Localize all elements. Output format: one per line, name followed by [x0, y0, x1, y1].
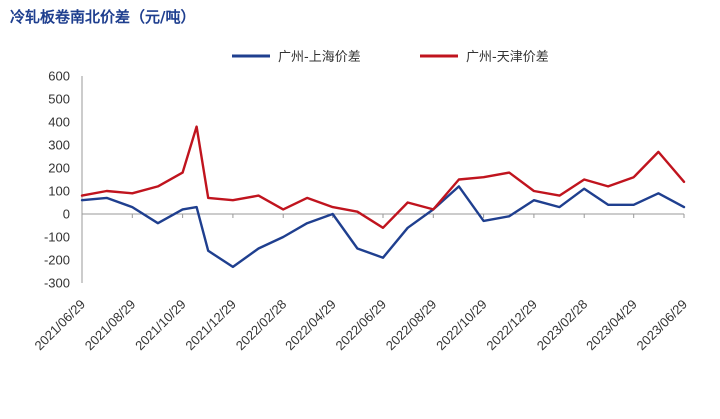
data-point: [432, 208, 435, 211]
data-point: [533, 190, 535, 192]
data-point: [508, 215, 511, 218]
data-point: [195, 125, 198, 128]
y-tick-label: 200: [48, 161, 70, 176]
legend-label: 广州-天津价差: [466, 50, 549, 65]
x-tick-label: 2023/04/29: [583, 297, 640, 354]
series-line-guangzhou-shanghai: [80, 185, 686, 269]
data-point: [458, 178, 460, 181]
x-tick-label: 2022/02/28: [233, 297, 290, 354]
data-point: [583, 187, 585, 190]
data-point: [683, 206, 685, 208]
data-point: [356, 247, 359, 250]
data-point: [207, 250, 209, 252]
data-point: [632, 176, 635, 178]
data-point: [533, 199, 535, 201]
data-point: [382, 256, 384, 259]
x-tick-label: 2021/12/29: [182, 297, 239, 354]
data-point: [181, 208, 184, 211]
y-tick-label: 400: [48, 115, 70, 130]
data-point: [105, 197, 108, 199]
data-point: [382, 227, 384, 229]
x-tick-label: 2022/04/29: [282, 297, 339, 354]
data-point: [81, 194, 83, 197]
data-point: [508, 171, 511, 174]
data-point: [282, 236, 285, 238]
data-point: [458, 185, 460, 188]
data-point: [406, 201, 409, 204]
y-tick-label: 500: [48, 92, 70, 107]
data-point: [482, 176, 485, 178]
y-tick-label: -300: [44, 276, 70, 291]
data-point: [331, 213, 334, 215]
data-point: [181, 171, 184, 174]
data-point: [657, 192, 660, 195]
data-point: [232, 266, 234, 268]
data-point: [482, 220, 485, 222]
data-point: [157, 185, 159, 188]
data-point: [131, 206, 134, 208]
legend-label: 广州-上海价差: [278, 50, 361, 65]
data-point: [207, 197, 209, 199]
x-tick-label: 2023/06/29: [633, 297, 690, 354]
x-tick-label: 2022/06/29: [332, 297, 389, 354]
data-point: [657, 151, 660, 153]
x-tick-label: 2022/08/29: [383, 297, 440, 354]
data-point: [632, 204, 635, 206]
x-tick-label: 2022/10/29: [433, 297, 490, 354]
data-point: [282, 208, 285, 211]
data-point: [232, 199, 234, 201]
y-tick-label: 300: [48, 138, 70, 153]
data-point: [257, 194, 260, 197]
y-tick-label: 600: [48, 69, 70, 84]
data-point: [558, 194, 561, 197]
y-tick-label: -200: [44, 253, 70, 268]
data-point: [157, 222, 159, 224]
data-point: [306, 197, 308, 199]
data-point: [306, 222, 308, 224]
y-tick-label: 0: [63, 207, 70, 222]
x-tick-label: 2021/06/29: [31, 297, 88, 354]
data-point: [131, 192, 134, 195]
data-point: [356, 210, 359, 213]
data-point: [558, 206, 561, 208]
series-line-guangzhou-tianjin: [80, 125, 686, 230]
x-tick-label: 2022/12/29: [483, 297, 540, 354]
data-point: [406, 227, 409, 229]
plot-area: [80, 125, 686, 269]
x-tick-label: 2021/08/29: [82, 297, 139, 354]
data-point: [607, 185, 609, 188]
chart-title: 冷轧板卷南北价差（元/吨）: [10, 8, 196, 26]
data-point: [331, 206, 334, 208]
data-point: [583, 178, 585, 181]
data-point: [607, 204, 609, 206]
data-point: [195, 206, 198, 208]
x-tick-label: 2021/10/29: [132, 297, 189, 354]
y-axis: 600 500 400 300 200 100 0 -100 -200 -300: [44, 69, 83, 291]
x-axis: 2021/06/292021/08/292021/10/292021/12/29…: [31, 213, 690, 354]
data-point: [683, 181, 685, 183]
x-tick-label: 2023/02/28: [534, 297, 591, 354]
data-point: [105, 190, 108, 192]
legend: 广州-上海价差 广州-天津价差: [232, 50, 549, 65]
y-tick-label: -100: [44, 230, 70, 245]
y-tick-label: 100: [48, 184, 70, 199]
data-point: [257, 247, 260, 250]
data-point: [81, 199, 83, 201]
